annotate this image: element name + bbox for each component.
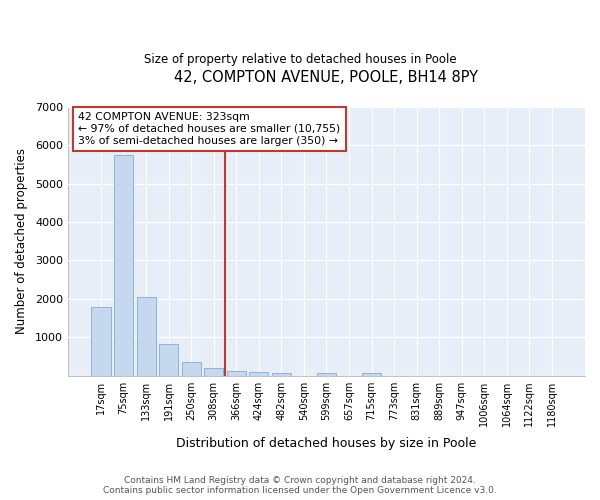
Text: Size of property relative to detached houses in Poole: Size of property relative to detached ho… [143, 52, 457, 66]
X-axis label: Distribution of detached houses by size in Poole: Distribution of detached houses by size … [176, 437, 476, 450]
Text: Contains HM Land Registry data © Crown copyright and database right 2024.
Contai: Contains HM Land Registry data © Crown c… [103, 476, 497, 495]
Bar [114, 155, 133, 376]
Bar [159, 344, 178, 376]
Bar [317, 373, 336, 376]
Bar [204, 368, 223, 376]
Title: 42, COMPTON AVENUE, POOLE, BH14 8PY: 42, COMPTON AVENUE, POOLE, BH14 8PY [175, 70, 478, 85]
Y-axis label: Number of detached properties: Number of detached properties [15, 148, 28, 334]
Bar [182, 362, 201, 376]
Bar [91, 307, 110, 376]
Bar [249, 372, 268, 376]
Text: 42 COMPTON AVENUE: 323sqm
← 97% of detached houses are smaller (10,755)
3% of se: 42 COMPTON AVENUE: 323sqm ← 97% of detac… [78, 112, 341, 146]
Bar [227, 371, 246, 376]
Bar [362, 373, 381, 376]
Bar [137, 297, 155, 376]
Bar [272, 373, 291, 376]
